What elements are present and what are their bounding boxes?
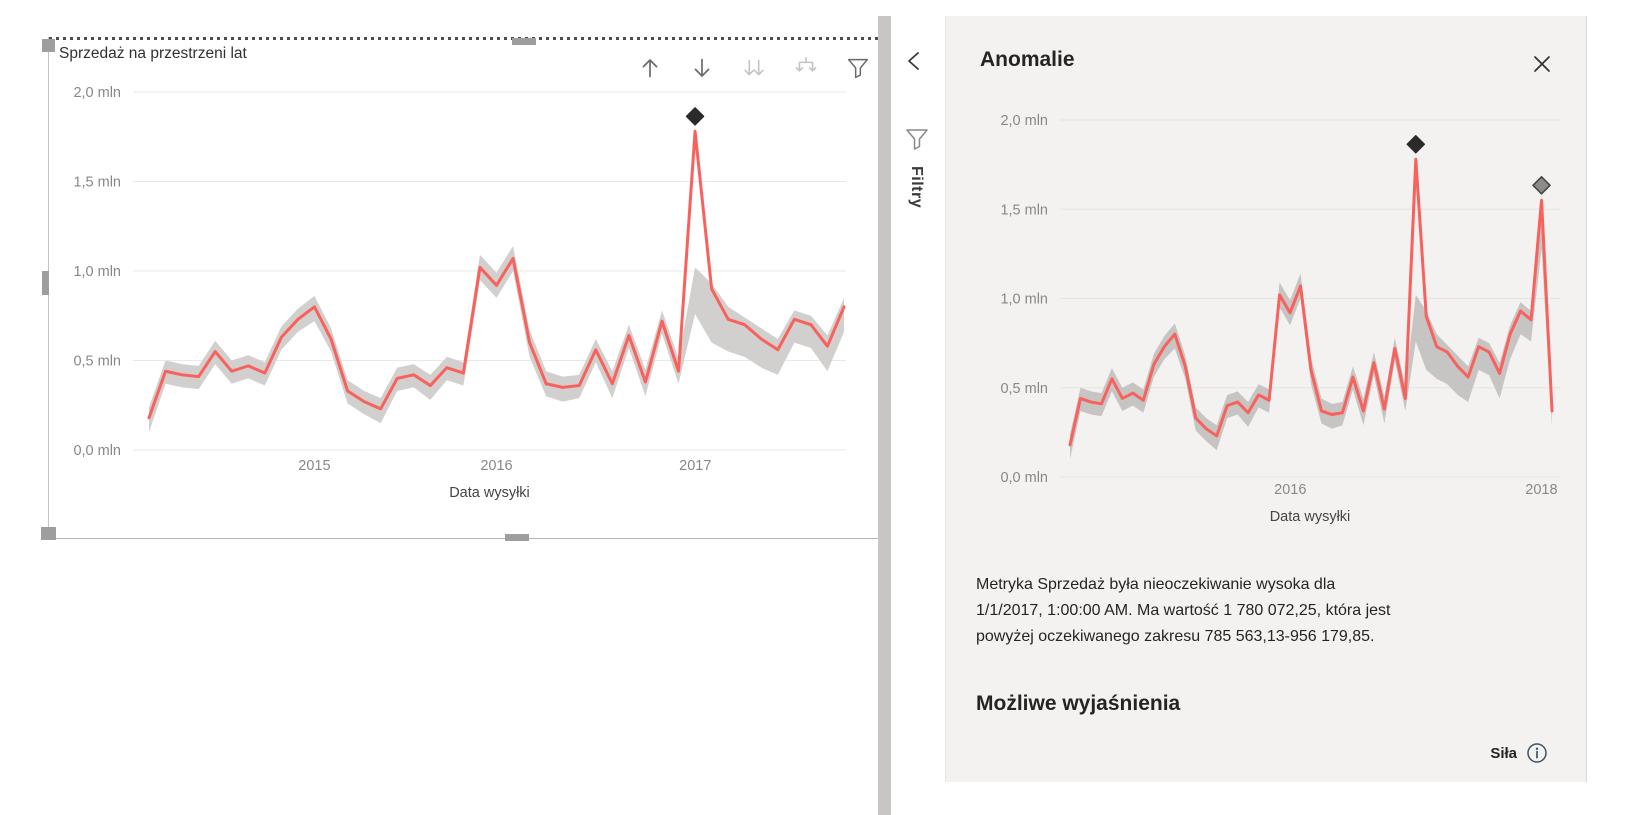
filter-icon[interactable] (843, 53, 873, 83)
filters-pane-label-wrap: Filtry (899, 166, 929, 256)
svg-text:2018: 2018 (1525, 482, 1557, 498)
anomaly-explanation-text: Metryka Sprzedaż była nieoczekiwanie wys… (976, 572, 1576, 650)
strength-info-icon[interactable] (1526, 742, 1548, 764)
svg-text:0,0 mln: 0,0 mln (1000, 470, 1048, 486)
selection-border-top (49, 37, 879, 40)
expand-all-levels-icon[interactable] (791, 53, 821, 83)
svg-text:1,5 mln: 1,5 mln (1000, 202, 1048, 218)
resize-handle-left-middle[interactable] (42, 271, 49, 295)
svg-text:2016: 2016 (480, 458, 512, 474)
svg-text:0,0 mln: 0,0 mln (73, 443, 121, 459)
svg-text:Data wysyłki: Data wysyłki (1270, 509, 1351, 525)
filters-pane-collapsed: Filtry (891, 16, 946, 782)
resize-handle-bottom-left[interactable] (41, 527, 56, 540)
svg-text:2,0 mln: 2,0 mln (73, 85, 121, 101)
svg-text:0,5 mln: 0,5 mln (73, 354, 121, 370)
resize-handle-bottom-middle[interactable] (505, 534, 529, 541)
svg-text:2,0 mln: 2,0 mln (1000, 113, 1048, 129)
resize-handle-top-left[interactable] (42, 39, 55, 52)
drill-up-icon[interactable] (635, 53, 665, 83)
strength-label: Siła (1490, 744, 1517, 762)
svg-text:2015: 2015 (298, 458, 330, 474)
visual-container-sales-line-chart[interactable]: Sprzedaż na przestrzeni lat 0,0 mln 0,5 m… (48, 37, 879, 539)
anomalies-chart[interactable]: 0,0 mln 0,5 mln 1,0 mln 1,5 mln 2,0 mln 2016 2… (948, 98, 1588, 528)
resize-handle-top-middle[interactable] (512, 38, 536, 45)
expand-next-level-icon[interactable] (739, 53, 769, 83)
anomalies-pane-title: Anomalie (980, 48, 1075, 71)
anomaly-explanation-line: powyżej oczekiwanego zakresu 785 563,13-… (976, 628, 1375, 645)
svg-text:2017: 2017 (679, 458, 711, 474)
anomaly-explanation-line: Metryka Sprzedaż była nieoczekiwanie wys… (976, 576, 1336, 593)
filters-funnel-icon[interactable] (904, 126, 930, 154)
anomaly-explanation-line: 1/1/2017, 1:00:00 AM. Ma wartość 1 780 0… (976, 602, 1391, 619)
svg-text:1,5 mln: 1,5 mln (73, 175, 121, 191)
close-icon[interactable] (1530, 52, 1554, 76)
svg-text:2016: 2016 (1274, 482, 1306, 498)
sales-over-years-chart[interactable]: 0,0 mln 0,5 mln 1,0 mln 1,5 mln 2,0 mln 2015 2… (49, 37, 879, 517)
canvas-scrollbar[interactable] (878, 16, 891, 815)
possible-explanations-heading: Możliwe wyjaśnienia (976, 692, 1181, 715)
svg-text:1,0 mln: 1,0 mln (1000, 292, 1048, 308)
strength-row: Siła (1490, 742, 1548, 764)
svg-text:1,0 mln: 1,0 mln (73, 264, 121, 280)
visual-header-toolbar (635, 51, 879, 85)
visual-title: Sprzedaż na przestrzeni lat (59, 45, 247, 62)
svg-text:0,5 mln: 0,5 mln (1000, 381, 1048, 397)
drill-down-icon[interactable] (687, 53, 717, 83)
filters-pane-label: Filtry (908, 166, 925, 209)
anomalies-pane: Anomalie 0,0 mln 0,5 mln 1,0 mln 1,5 mln 2,0… (946, 16, 1587, 782)
svg-text:Data wysyłki: Data wysyłki (449, 485, 530, 501)
collapse-pane-chevron-icon[interactable] (904, 50, 924, 72)
